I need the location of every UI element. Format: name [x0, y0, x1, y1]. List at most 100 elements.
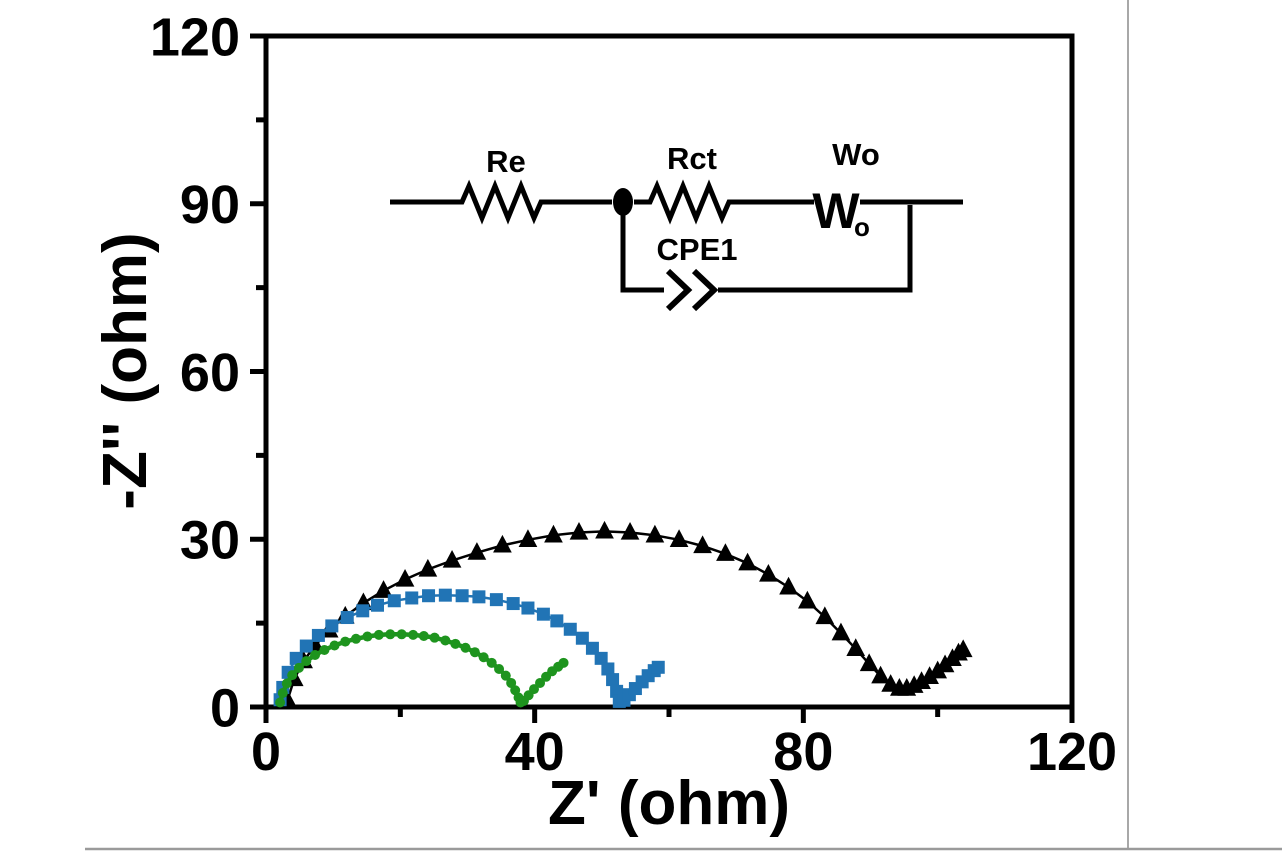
green-circle-series-line [277, 632, 565, 706]
marker-circle [293, 662, 304, 673]
plot-frame [263, 33, 1075, 710]
equivalent-circuit-inset: Re Rct Wo CPE1 W o [390, 137, 963, 312]
marker-square [506, 597, 520, 611]
marker-circle [301, 656, 312, 667]
marker-triangle [645, 524, 665, 543]
marker-triangle [759, 563, 778, 582]
marker-square [289, 651, 303, 665]
marker-circle [494, 663, 505, 674]
marker-triangle [831, 622, 851, 641]
marker-circle [287, 670, 298, 681]
x-tick-label-120: 120 [1027, 722, 1117, 782]
cpe-parallel-branch-wire [620, 205, 913, 293]
green-circle-series [275, 629, 569, 708]
marker-triangle [569, 522, 589, 540]
marker-triangle [493, 534, 512, 553]
marker-circle [506, 677, 517, 688]
marker-square [585, 641, 599, 655]
marker-triangle [595, 520, 614, 539]
marker-circle [486, 657, 497, 668]
marker-square [455, 589, 469, 603]
marker-square [536, 607, 550, 621]
marker-circle [558, 657, 569, 668]
marker-square [325, 619, 339, 633]
marker-square [311, 628, 325, 642]
marker-square [575, 631, 589, 645]
marker-triangle [518, 529, 538, 547]
marker-square [521, 601, 535, 615]
y-tick-label-90: 90 [180, 175, 240, 235]
marker-circle [362, 631, 373, 642]
marker-circle [528, 684, 539, 695]
marker-square [370, 598, 384, 612]
rct-label: Rct [667, 141, 717, 176]
cpe1-label: CPE1 [657, 232, 738, 267]
marker-circle [351, 633, 362, 644]
cpe-symbol-chevrons [665, 268, 719, 312]
circuit-node-dot [613, 188, 633, 216]
marker-square [405, 591, 419, 605]
marker-square [340, 611, 354, 625]
marker-square [651, 660, 665, 674]
marker-circle [396, 629, 407, 640]
x-tick-label-0: 0 [251, 722, 281, 782]
x-tick-label-80: 80 [773, 722, 833, 782]
marker-triangle [620, 522, 640, 540]
marker-circle [440, 635, 451, 646]
y-tick-label-60: 60 [180, 343, 240, 403]
marker-square [472, 590, 486, 604]
y-axis-title: -Z'' (ohm) [91, 232, 160, 509]
marker-circle [408, 629, 419, 640]
marker-triangle [716, 543, 735, 561]
marker-triangle [738, 552, 757, 571]
marker-square [550, 614, 564, 628]
marker-circle [385, 629, 396, 640]
marker-square [387, 594, 401, 608]
marker-triangle [395, 568, 415, 587]
marker-circle [478, 652, 489, 663]
marker-triangle [912, 671, 931, 689]
warburg-symbol: W [812, 183, 860, 239]
marker-square [356, 604, 370, 618]
series-layer [273, 520, 973, 708]
marker-triangle [374, 580, 393, 598]
marker-circle [310, 649, 321, 660]
marker-triangle [953, 639, 973, 658]
marker-square [594, 651, 608, 665]
circuit-resistor-rct [634, 179, 814, 225]
marker-square [563, 622, 577, 636]
marker-triangle [798, 590, 817, 609]
marker-circle [460, 642, 471, 653]
marker-triangle [544, 524, 563, 543]
blue-square-series [273, 588, 665, 708]
marker-circle [469, 647, 480, 658]
marker-circle [277, 688, 288, 699]
marker-triangle [467, 542, 487, 560]
marker-triangle [859, 653, 879, 672]
marker-triangle [693, 535, 712, 554]
marker-circle [500, 670, 511, 681]
marker-square [422, 589, 436, 603]
marker-square [489, 593, 503, 607]
marker-circle [535, 677, 546, 688]
marker-circle [373, 629, 384, 640]
circuit-wire-and-resistor-re [390, 179, 612, 225]
black-triangle-series-line [286, 530, 964, 701]
marker-triangle [669, 529, 689, 547]
marker-triangle [815, 606, 835, 625]
marker-circle [340, 636, 351, 647]
marker-circle [450, 638, 461, 649]
y-tick-label-30: 30 [180, 511, 240, 571]
re-label: Re [486, 144, 526, 179]
marker-triangle [442, 549, 462, 568]
marker-circle [418, 630, 429, 641]
marker-circle [329, 640, 340, 651]
marker-circle [281, 678, 292, 689]
marker-circle [275, 697, 286, 708]
axes-layer: 0 40 80 120 0 30 60 90 120 [150, 7, 1117, 782]
marker-triangle [779, 576, 798, 595]
marker-square [438, 588, 452, 602]
y-tick-label-120: 120 [150, 7, 240, 67]
